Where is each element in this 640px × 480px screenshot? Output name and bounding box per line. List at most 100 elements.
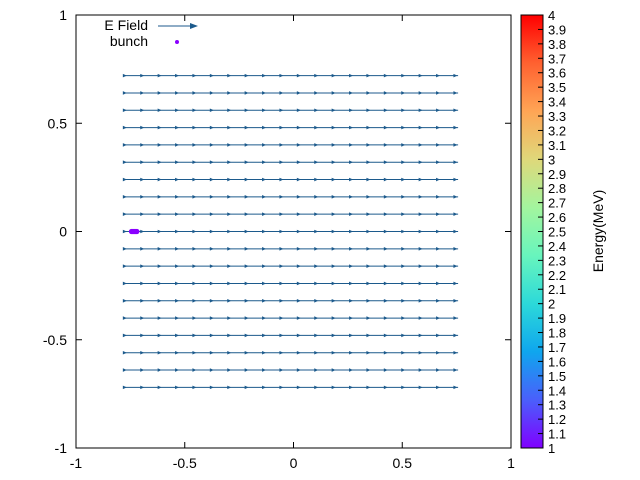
e-field-arrow (279, 195, 284, 199)
e-field-arrow (453, 281, 458, 286)
e-field-arrow (453, 333, 458, 338)
e-field-arrow (418, 350, 423, 355)
e-field-arrow (175, 91, 180, 95)
e-field-arrow (227, 195, 232, 199)
e-field-arrow (383, 91, 388, 95)
e-field-arrow (122, 229, 127, 234)
e-field-arrow (227, 316, 232, 320)
e-field-arrow (383, 195, 388, 199)
e-field-arrow (314, 143, 319, 147)
e-field-arrow (418, 143, 423, 147)
e-field-arrow (140, 108, 145, 113)
colorbar-tick-label: 3.6 (548, 66, 566, 81)
e-field-arrow (122, 333, 127, 338)
e-field-arrow (296, 143, 301, 147)
e-field-arrow (383, 281, 388, 286)
e-field-arrow (209, 195, 214, 199)
e-field-arrow (296, 195, 301, 199)
e-field-arrow (122, 108, 127, 113)
e-field-arrow (227, 281, 232, 286)
e-field-arrow (279, 212, 284, 216)
e-field-arrow (418, 177, 423, 182)
e-field-arrow (122, 212, 127, 216)
colorbar-tick-label: 3 (548, 152, 555, 167)
colorbar-label: Energy(MeV) (590, 190, 606, 272)
e-field-arrow (331, 108, 336, 113)
e-field-arrow (401, 298, 406, 303)
e-field-arrow (140, 333, 145, 338)
colorbar-tick-label: 1.1 (548, 427, 566, 442)
e-field-arrow (209, 281, 214, 286)
e-field-arrow (331, 333, 336, 338)
e-field-arrow (192, 160, 197, 165)
e-field-arrow (401, 385, 406, 390)
e-field-arrow (157, 91, 162, 95)
e-field-arrow (453, 229, 458, 234)
e-field-arrow (349, 281, 354, 286)
e-field-arrow (331, 281, 336, 286)
e-field-arrow (244, 316, 249, 320)
e-field-arrow (209, 264, 214, 268)
e-field-arrow (436, 281, 441, 286)
e-field-arrow (418, 247, 423, 251)
e-field-arrow (262, 229, 267, 234)
e-field-arrow (209, 108, 214, 113)
e-field-arrow (209, 160, 214, 165)
colorbar-tick-label: 2.6 (548, 210, 566, 225)
colorbar-tick-label: 2 (548, 297, 555, 312)
e-field-arrow (227, 212, 232, 216)
e-field-arrow (349, 333, 354, 338)
e-field-arrow (140, 91, 145, 95)
e-field-arrow (436, 368, 441, 372)
e-field-arrow (122, 247, 127, 251)
colorbar-tick-label: 2.9 (548, 167, 566, 182)
e-field-arrow (349, 264, 354, 268)
e-field-arrow (244, 247, 249, 251)
e-field-arrow (209, 247, 214, 251)
e-field-arrow (331, 385, 336, 390)
e-field-arrow (244, 333, 249, 338)
e-field-arrow (192, 212, 197, 216)
e-field-arrow (262, 316, 267, 320)
e-field-arrow (436, 108, 441, 113)
e-field-arrow (296, 91, 301, 95)
e-field-arrow (192, 350, 197, 355)
e-field-arrow (192, 143, 197, 147)
e-field-arrow (296, 385, 301, 390)
e-field-arrow (314, 229, 319, 234)
e-field-arrow (279, 264, 284, 268)
e-field-arrow (140, 316, 145, 320)
e-field-arrow (314, 316, 319, 320)
e-field-arrow (175, 333, 180, 338)
e-field-arrow (175, 212, 180, 216)
e-field-arrow (175, 73, 180, 78)
e-field-arrow (209, 177, 214, 182)
e-field-arrow (383, 264, 388, 268)
colorbar-tick-label: 1.6 (548, 354, 566, 369)
e-field-arrow (366, 281, 371, 286)
e-field-arrow (262, 281, 267, 286)
e-field-arrow (401, 264, 406, 268)
e-field-arrow (227, 125, 232, 130)
e-field-arrow (401, 143, 406, 147)
e-field-arrow (366, 247, 371, 251)
e-field-arrow (244, 160, 249, 165)
e-field-arrow (349, 73, 354, 78)
x-tick-label: -1 (70, 455, 83, 471)
e-field-arrow (209, 333, 214, 338)
e-field-arrow (453, 91, 458, 95)
e-field-arrow (296, 316, 301, 320)
e-field-arrow (314, 350, 319, 355)
e-field-arrow (366, 212, 371, 216)
e-field-arrow (157, 125, 162, 130)
e-field-arrow (436, 195, 441, 199)
e-field-arrow (401, 229, 406, 234)
e-field-arrow (157, 385, 162, 390)
e-field-arrow (331, 368, 336, 372)
e-field-arrow (157, 247, 162, 251)
e-field-arrow (453, 108, 458, 113)
e-field-arrow (227, 91, 232, 95)
e-field-arrow (296, 212, 301, 216)
e-field-arrow (157, 229, 162, 234)
e-field-arrow (349, 91, 354, 95)
